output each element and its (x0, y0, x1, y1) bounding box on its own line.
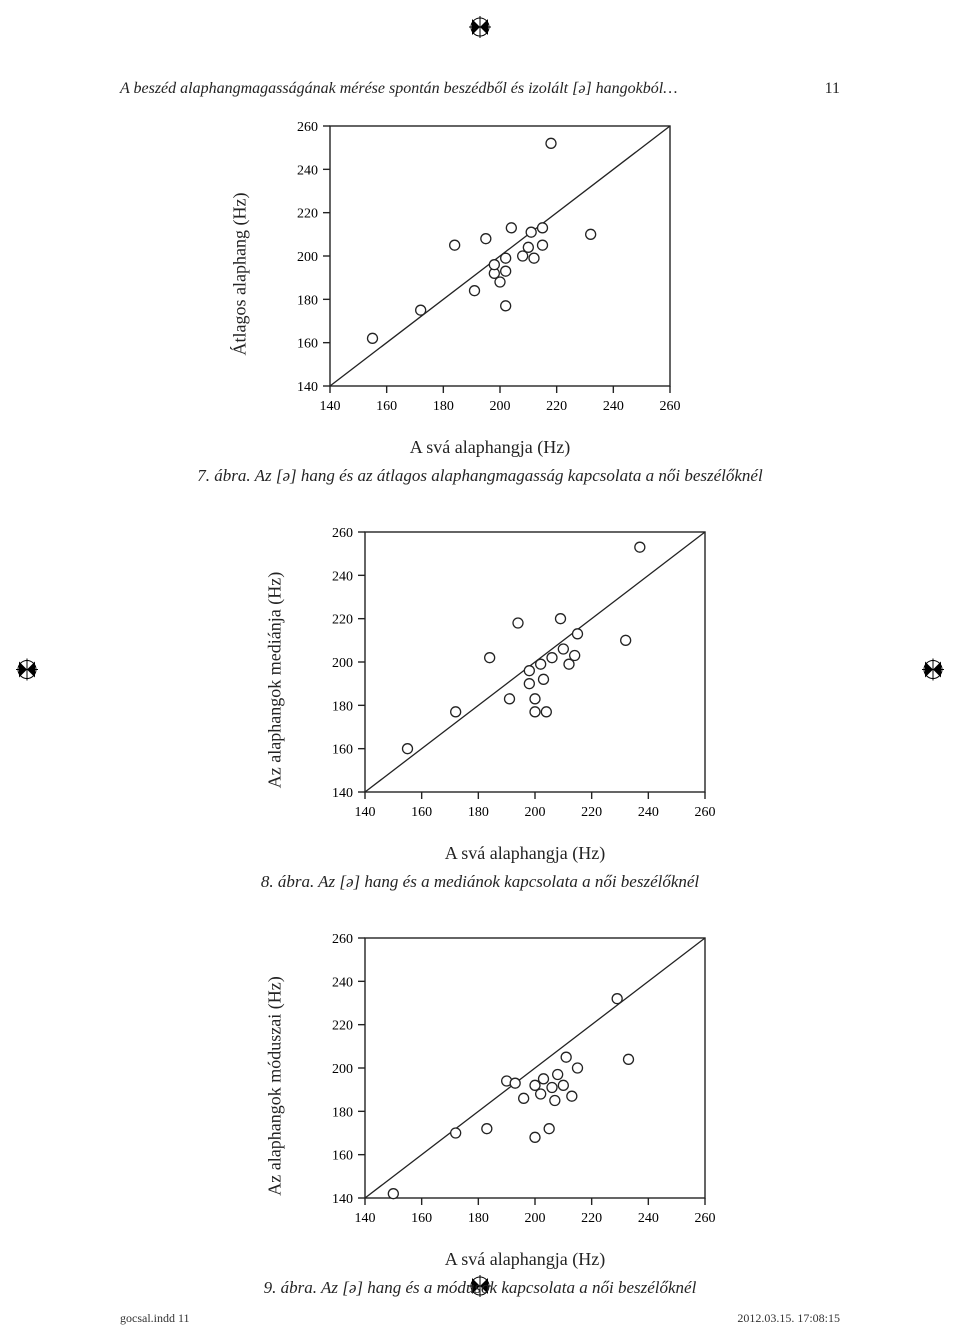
x-axis-label: A svá alaphangja (Hz) (445, 1249, 605, 1270)
svg-text:260: 260 (695, 1211, 716, 1226)
svg-text:180: 180 (332, 699, 353, 714)
svg-text:220: 220 (581, 1211, 602, 1226)
svg-text:200: 200 (332, 656, 353, 671)
svg-text:240: 240 (603, 399, 624, 414)
svg-text:260: 260 (695, 805, 716, 820)
scatter-chart: 140 160 180 200 220 240 260 140 160 180 200 220 240 2… (315, 928, 715, 1238)
svg-text:160: 160 (297, 337, 318, 352)
svg-text:260: 260 (297, 120, 318, 135)
svg-text:200: 200 (490, 399, 511, 414)
figure-caption: 8. ábra. Az [ə] hang és a mediánok kapcs… (261, 872, 699, 892)
chart-box: 140 160 180 200 220 240 260 140 160 180 200 220 240 2… (315, 928, 715, 1243)
running-head: A beszéd alaphangmagasságának mérése spo… (120, 80, 840, 98)
svg-text:180: 180 (433, 399, 454, 414)
page-content: A beszéd alaphangmagasságának mérése spo… (0, 0, 960, 1344)
svg-text:180: 180 (468, 1211, 489, 1226)
svg-text:260: 260 (660, 399, 681, 414)
page-number: 11 (825, 80, 840, 98)
svg-text:180: 180 (332, 1105, 353, 1120)
svg-text:240: 240 (332, 975, 353, 990)
scatter-chart: 140 160 180 200 220 240 260 140 160 180 200 220 240 2… (315, 522, 715, 832)
svg-text:220: 220 (297, 207, 318, 222)
svg-text:160: 160 (376, 399, 397, 414)
svg-text:140: 140 (297, 380, 318, 395)
svg-text:160: 160 (411, 805, 432, 820)
y-axis-label: Az alaphangok mediánja (Hz) (265, 571, 286, 787)
footer-file: gocsal.indd 11 (120, 1311, 190, 1326)
svg-text:240: 240 (638, 1211, 659, 1226)
svg-text:220: 220 (332, 613, 353, 628)
svg-text:140: 140 (332, 1192, 353, 1207)
footer: gocsal.indd 11 2012.03.15. 17:08:15 (120, 1311, 840, 1326)
svg-text:220: 220 (332, 1019, 353, 1034)
svg-text:260: 260 (332, 526, 353, 541)
x-axis-label: A svá alaphangja (Hz) (445, 843, 605, 864)
svg-text:160: 160 (332, 1149, 353, 1164)
figures-container: 140 160 180 200 220 240 260 140 160 180 200 220 240 2… (120, 116, 840, 1324)
scatter-chart: 140 160 180 200 220 240 260 140 160 180 200 220 240 2… (280, 116, 680, 426)
figure-3: 140 160 180 200 220 240 260 140 160 180 200 220 240 2… (120, 928, 840, 1324)
svg-text:140: 140 (355, 805, 376, 820)
svg-text:240: 240 (638, 805, 659, 820)
figure-2: 140 160 180 200 220 240 260 140 160 180 200 220 240 2… (120, 522, 840, 918)
svg-text:140: 140 (332, 786, 353, 801)
footer-timestamp: 2012.03.15. 17:08:15 (737, 1311, 840, 1326)
svg-text:200: 200 (332, 1062, 353, 1077)
svg-text:200: 200 (525, 1211, 546, 1226)
svg-text:200: 200 (297, 250, 318, 265)
svg-text:140: 140 (320, 399, 341, 414)
svg-text:240: 240 (297, 163, 318, 178)
svg-text:180: 180 (468, 805, 489, 820)
svg-text:200: 200 (525, 805, 546, 820)
svg-text:140: 140 (355, 1211, 376, 1226)
svg-text:160: 160 (332, 743, 353, 758)
chart-box: 140 160 180 200 220 240 260 140 160 180 200 220 240 2… (315, 522, 715, 837)
figure-caption: 7. ábra. Az [ə] hang és az átlagos alaph… (197, 466, 762, 486)
running-head-text: A beszéd alaphangmagasságának mérése spo… (120, 80, 677, 97)
svg-text:240: 240 (332, 569, 353, 584)
figure-1: 140 160 180 200 220 240 260 140 160 180 200 220 240 2… (120, 116, 840, 512)
svg-text:180: 180 (297, 293, 318, 308)
chart-box: 140 160 180 200 220 240 260 140 160 180 200 220 240 2… (280, 116, 680, 431)
svg-text:260: 260 (332, 932, 353, 947)
y-axis-label: Átlagos alaphang (Hz) (230, 192, 251, 355)
x-axis-label: A svá alaphangja (Hz) (410, 437, 570, 458)
y-axis-label: Az alaphangok móduszai (Hz) (265, 976, 286, 1195)
svg-text:220: 220 (581, 805, 602, 820)
svg-text:160: 160 (411, 1211, 432, 1226)
svg-text:220: 220 (546, 399, 567, 414)
figure-caption: 9. ábra. Az [ə] hang és a módusok kapcso… (264, 1278, 697, 1298)
